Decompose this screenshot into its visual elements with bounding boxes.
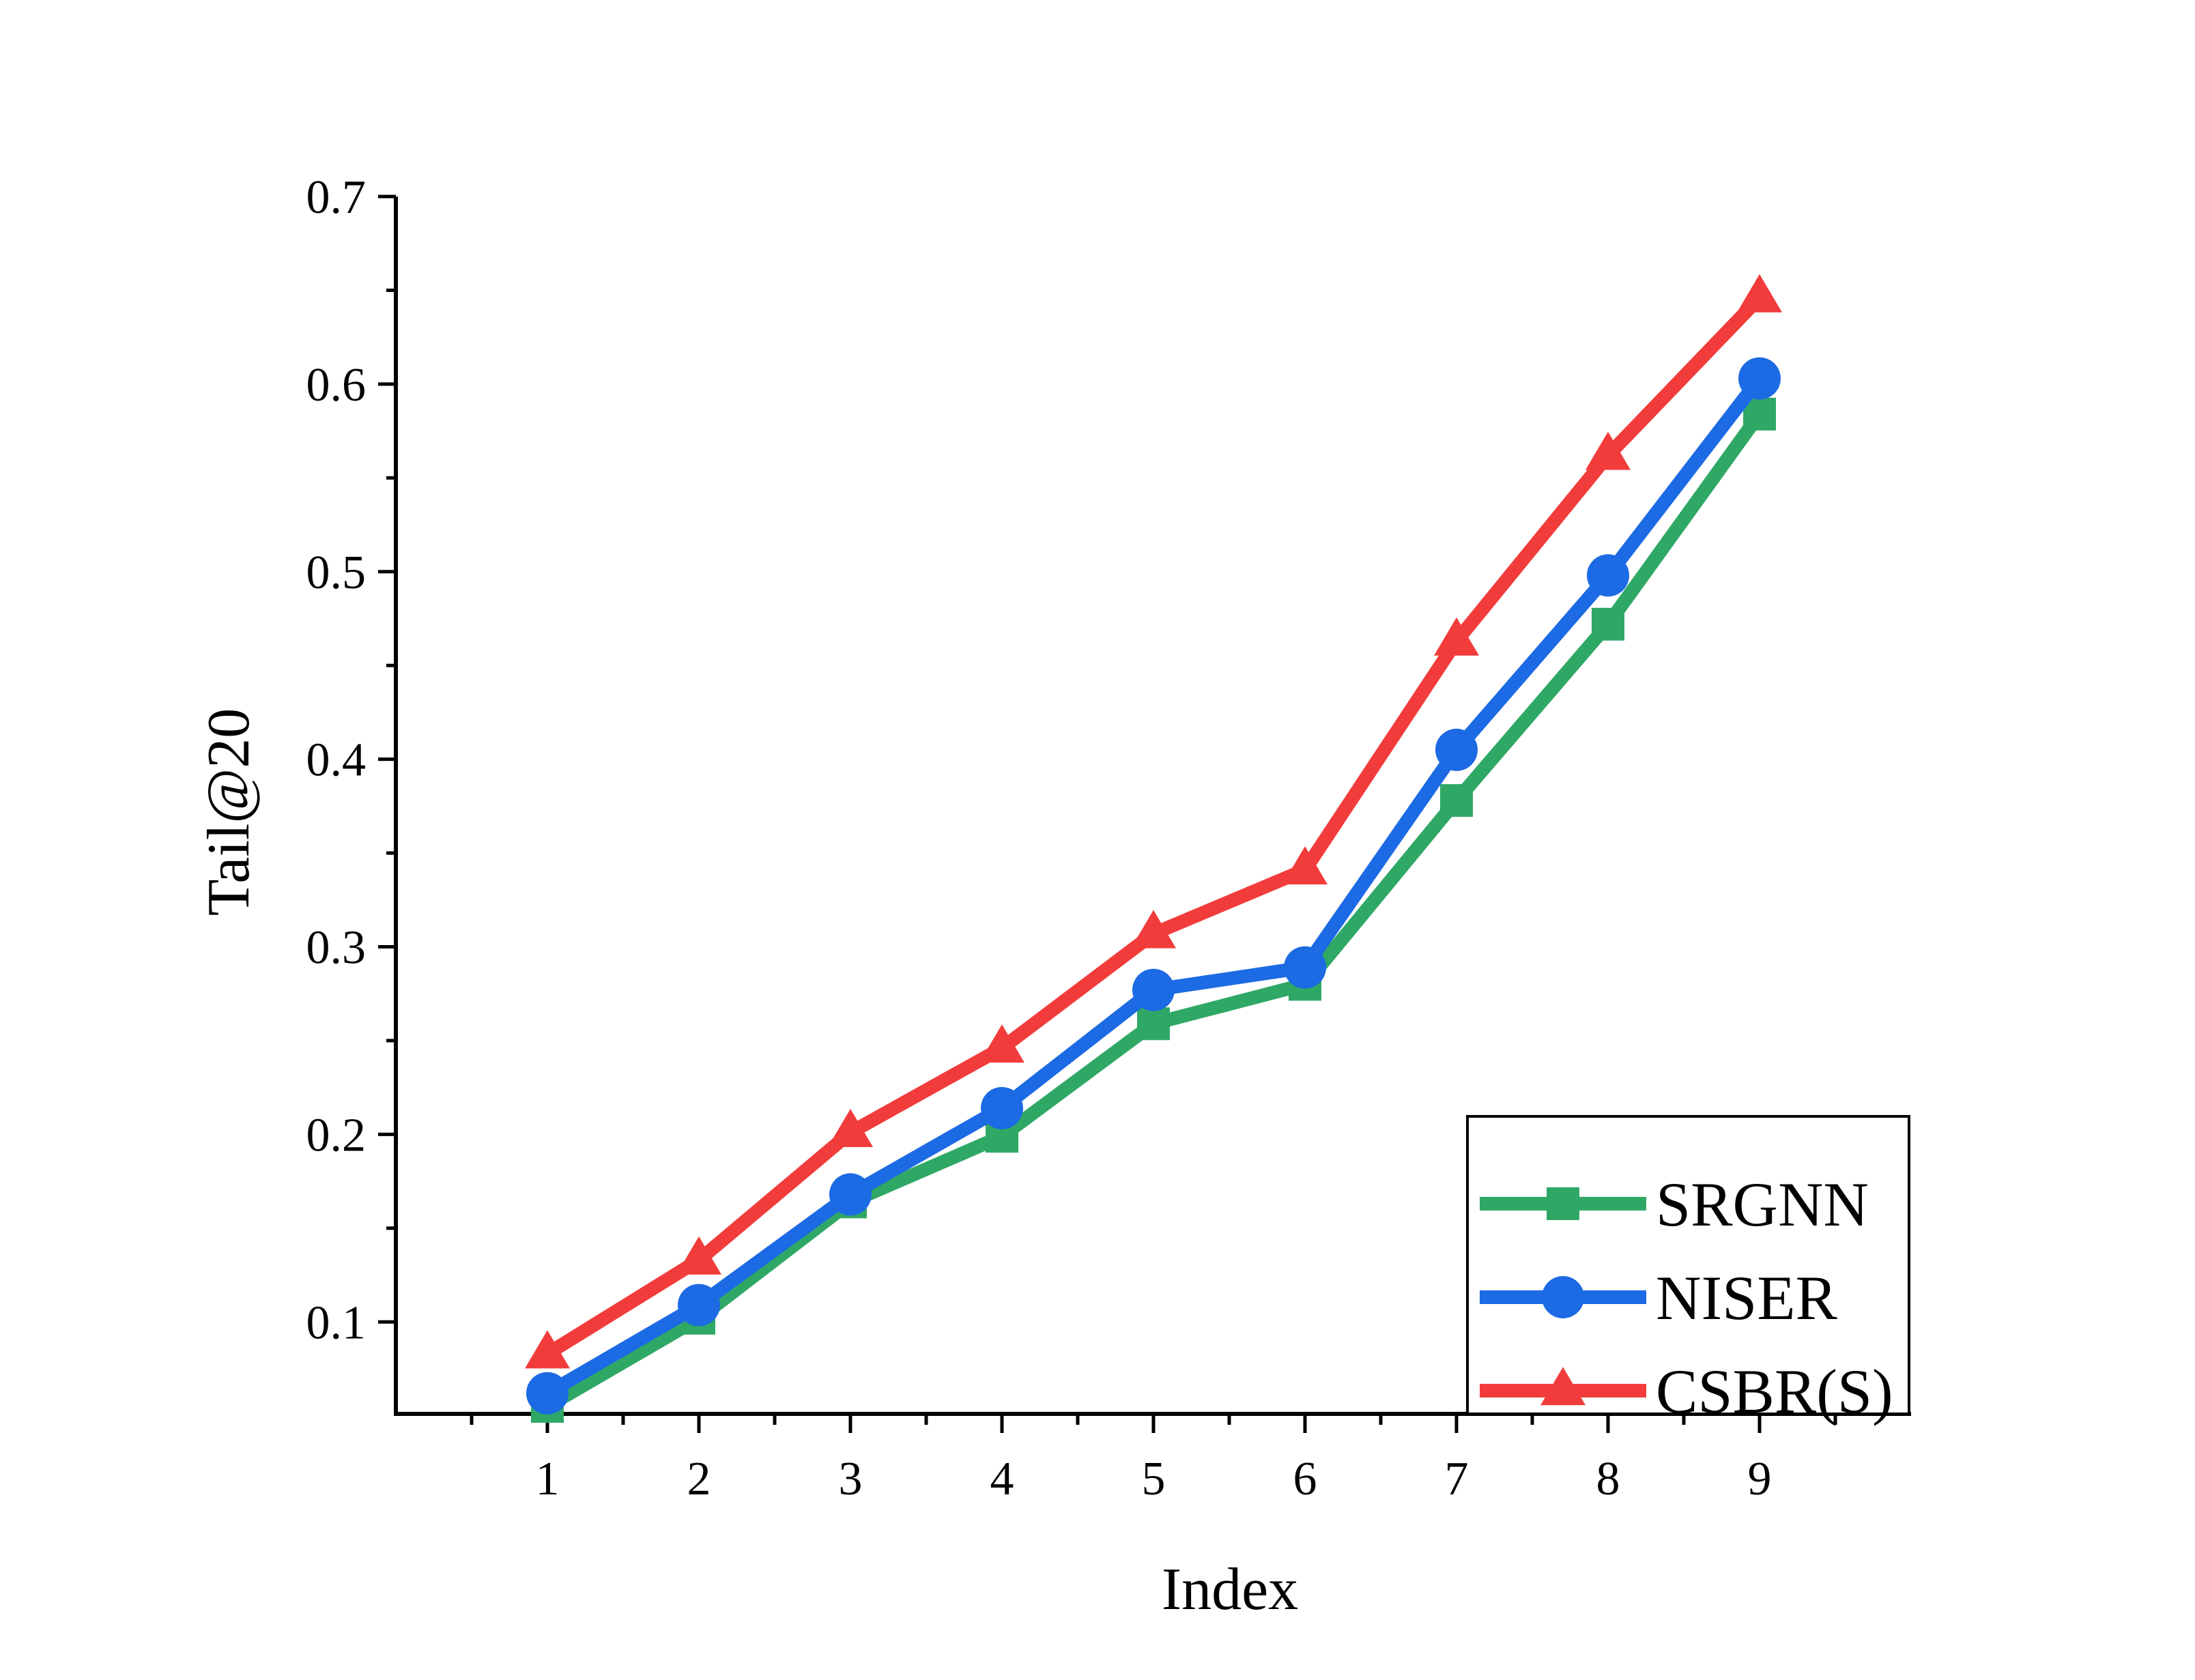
y-tick-label: 0.7 [306, 171, 367, 224]
x-axis-title: Index [1162, 1556, 1298, 1623]
data-point [1434, 617, 1479, 656]
legend-item: SRGNN [1480, 1170, 1869, 1239]
data-point [1132, 968, 1175, 1011]
x-tick-label: 7 [1445, 1453, 1469, 1505]
data-point [1435, 728, 1478, 771]
y-tick-label: 0.4 [306, 734, 367, 787]
x-tick-label: 6 [1293, 1453, 1317, 1505]
series-niser [526, 357, 1781, 1415]
y-tick-label: 0.1 [306, 1297, 367, 1349]
x-tick-label: 3 [839, 1453, 863, 1505]
data-point [1137, 1007, 1170, 1041]
y-tick-label: 0.3 [306, 922, 367, 974]
data-point [979, 1024, 1024, 1063]
data-point [525, 1330, 570, 1369]
y-tick-label: 0.6 [306, 359, 367, 411]
axes: 0.1 0.2 0.3 0.4 0.5 0.6 0.7 1 2 3 4 5 6 7 8 9 [306, 171, 1911, 1505]
legend: SRGNN NISER CSBR(S) [1466, 1115, 1910, 1426]
legend-item: NISER [1480, 1263, 1837, 1333]
data-point [828, 1108, 873, 1147]
data-point [526, 1372, 569, 1415]
data-point [1737, 274, 1782, 313]
legend-marker [1547, 1187, 1579, 1220]
data-point [678, 1284, 720, 1327]
data-point [676, 1236, 721, 1275]
data-point [1282, 846, 1328, 885]
legend-marker [1542, 1276, 1584, 1318]
legend-label: SRGNN [1656, 1170, 1869, 1239]
x-tick-label: 1 [536, 1453, 560, 1505]
legend-box [1466, 1115, 1910, 1415]
x-tick-label: 9 [1748, 1453, 1772, 1505]
data-point [829, 1173, 872, 1216]
data-point [1131, 910, 1176, 948]
data-point [1440, 784, 1473, 817]
x-tick-label: 8 [1596, 1453, 1620, 1505]
data-point [1587, 554, 1629, 597]
y-tick-label: 0.5 [306, 547, 367, 599]
legend-marker [1540, 1367, 1586, 1406]
x-tick-label: 5 [1142, 1453, 1166, 1505]
data-point [1592, 607, 1624, 641]
y-axis-title: Tail@20 [196, 708, 262, 916]
x-tick-label: 4 [990, 1453, 1014, 1505]
x-tick-label: 2 [687, 1453, 711, 1505]
y-tick-label: 0.2 [306, 1109, 367, 1161]
data-point [1738, 357, 1781, 400]
data-point [1586, 431, 1631, 470]
series-csbr-s- [525, 274, 1782, 1369]
data-point [1284, 946, 1326, 989]
legend-label: CSBR(S) [1656, 1357, 1893, 1426]
legend-item: CSBR(S) [1480, 1357, 1893, 1426]
series-layer [525, 274, 1782, 1423]
legend-label: NISER [1656, 1263, 1837, 1333]
data-point [981, 1086, 1023, 1129]
